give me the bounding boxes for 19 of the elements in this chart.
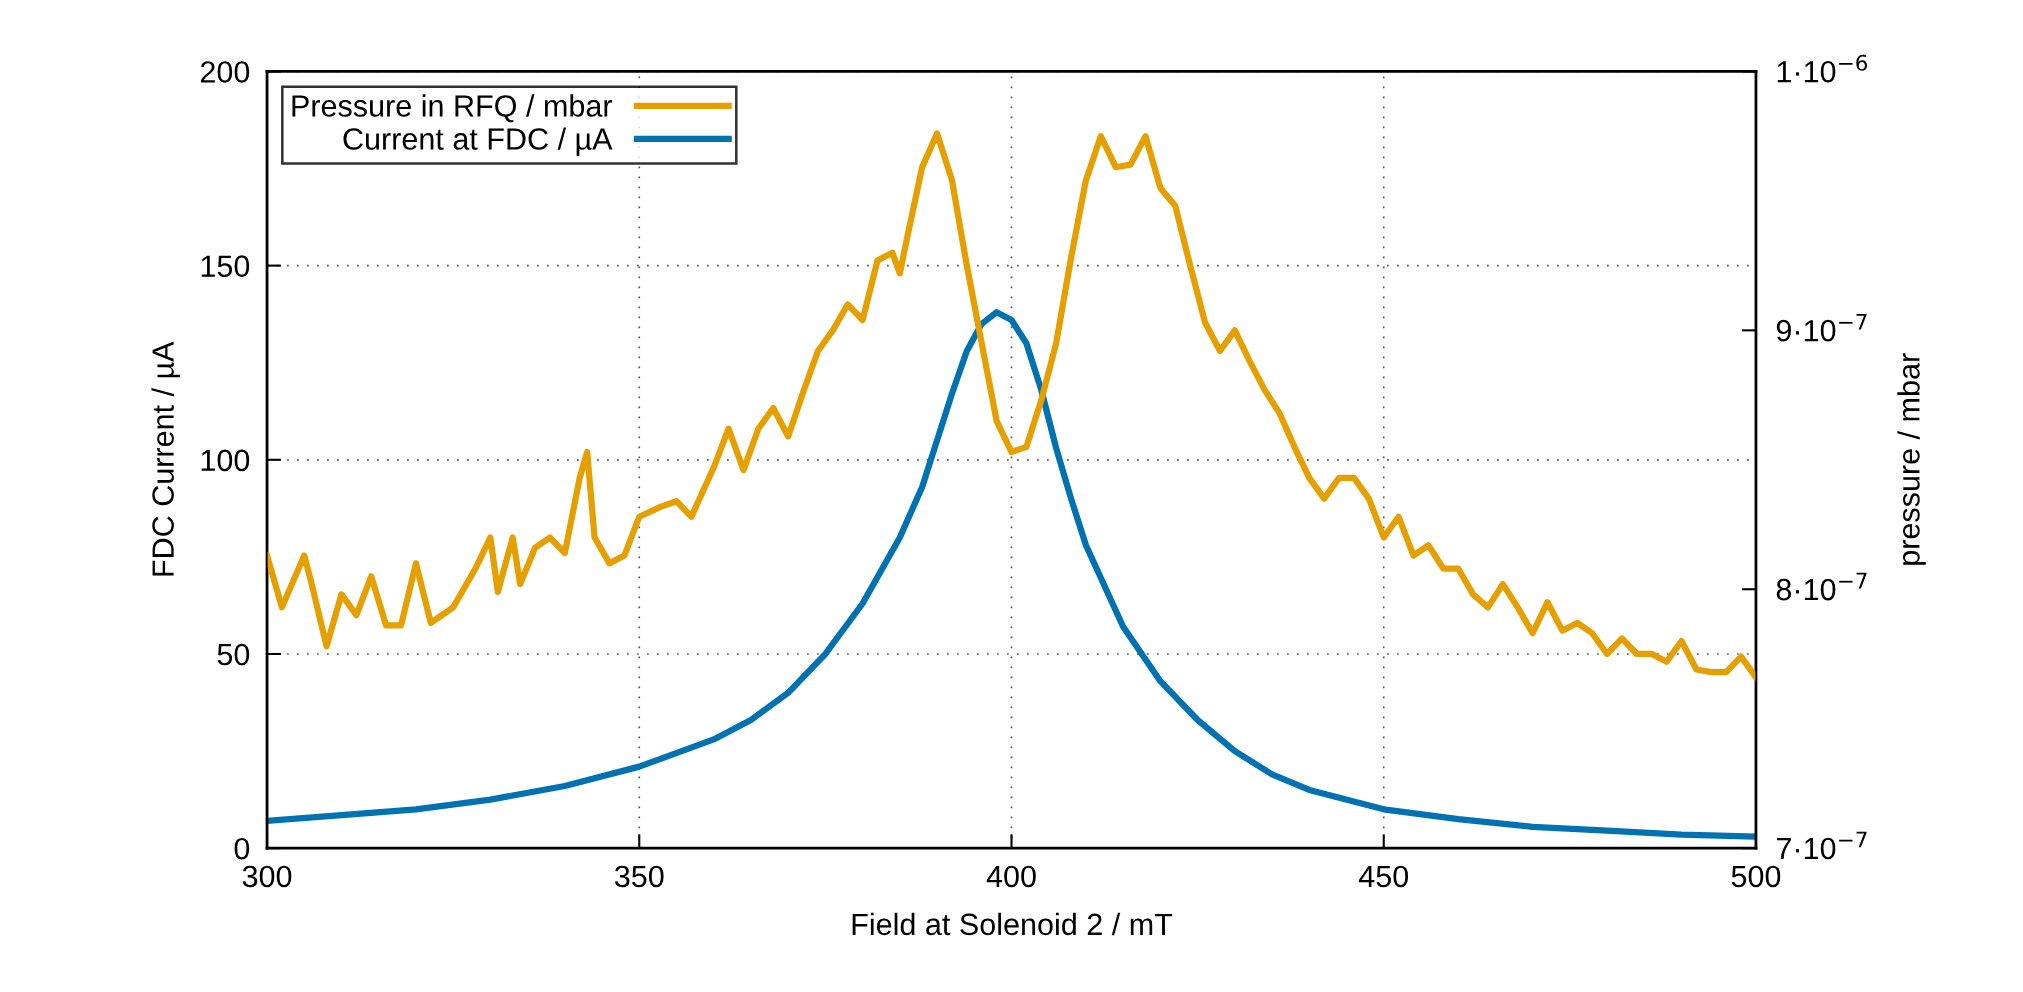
x-axis-title: Field at Solenoid 2 / mT <box>852 912 1173 936</box>
x-tick-label: 400 <box>986 865 1036 888</box>
y2-tick-label: 1·10$^{−6}$ <box>1777 54 1868 83</box>
x-tick-label: 450 <box>1358 865 1409 888</box>
x-tick-label: 500 <box>1731 865 1781 888</box>
y-tick-label: 50 <box>217 643 250 666</box>
y2-axis-title: pressure / mbar <box>1897 353 1926 565</box>
y2-tick-label: 9·10$^{−7}$ <box>1776 313 1867 342</box>
y2-tick-label: 8·10$^{−7}$ <box>1776 572 1867 601</box>
y-tick-label: 0 <box>234 837 250 860</box>
y2-tick-label: 7·10$^{−7}$ <box>1776 831 1867 860</box>
y-axis-title: FDC Current / µA <box>151 341 180 576</box>
y-tick-label: 100 <box>201 449 250 472</box>
x-tick-label: 350 <box>614 865 664 888</box>
y-tick-label: 150 <box>201 255 250 277</box>
legend-label: Current at FDC / µA <box>343 127 613 156</box>
legend-label: Pressure in RFQ / mbar <box>292 94 613 123</box>
x-tick-label: 300 <box>242 865 292 888</box>
y-tick-label: 200 <box>200 61 250 83</box>
